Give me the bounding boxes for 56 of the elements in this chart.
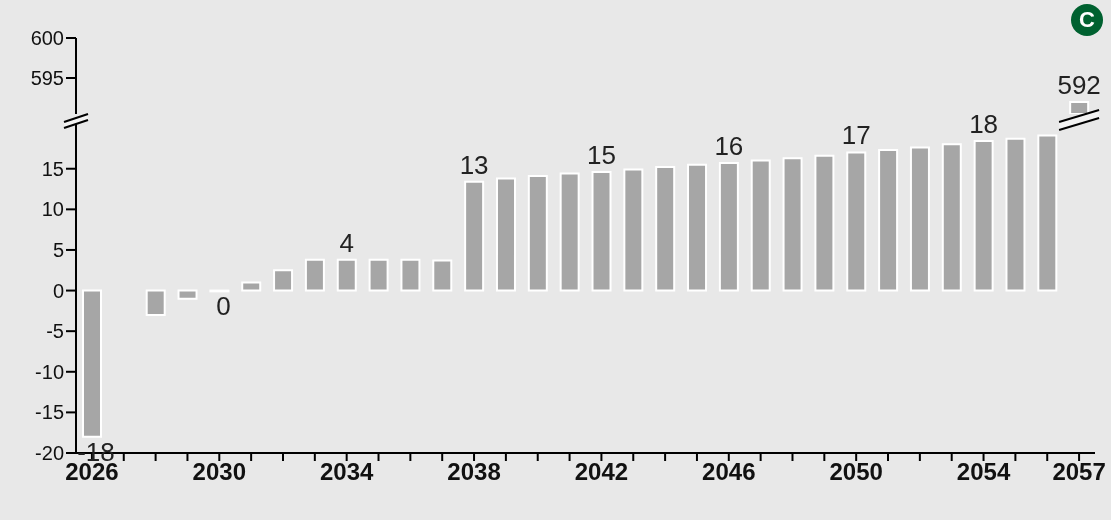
x-tick-label: 2030 (192, 458, 246, 486)
bar (432, 259, 453, 292)
x-tick-label: 2038 (447, 458, 501, 486)
x-tick-label: 2057 (1052, 458, 1106, 486)
y-tick-label: -10 (35, 360, 64, 383)
bar (782, 157, 803, 292)
text: C (1079, 7, 1095, 33)
x-tick-label: 2034 (319, 458, 375, 486)
bar (241, 281, 262, 292)
bar (655, 166, 676, 292)
bar (145, 289, 166, 316)
y-tick-label: 15 (41, 157, 64, 180)
bar (846, 151, 867, 292)
x-tick-label: 2046 (702, 458, 756, 486)
bar (464, 180, 485, 292)
data-label: 17 (841, 120, 871, 151)
bar (909, 146, 930, 292)
bar (559, 172, 580, 292)
bar (941, 143, 962, 292)
bar (973, 140, 994, 292)
bar (368, 258, 389, 292)
data-label: 4 (339, 227, 354, 258)
bar (1037, 134, 1058, 292)
y-tick-label: -15 (35, 401, 64, 424)
bar (591, 170, 612, 292)
data-label: 15 (587, 139, 616, 170)
data-label: 592 (1057, 70, 1101, 100)
data-label: 16 (714, 131, 744, 162)
bar (623, 168, 644, 292)
bar (527, 175, 548, 292)
y-tick-label: -20 (35, 442, 64, 465)
data-label: 0 (216, 291, 231, 322)
y-tick-label: 600 (30, 27, 64, 50)
y-tick-label: 595 (30, 67, 64, 90)
y-tick-label: 5 (52, 239, 64, 262)
bar (750, 159, 771, 292)
bar (1005, 137, 1026, 292)
bar (878, 149, 899, 292)
y-tick-label: 10 (41, 198, 64, 221)
bar (336, 258, 357, 292)
y-tick-label: -5 (46, 320, 64, 343)
bar (718, 162, 739, 292)
bar (304, 258, 325, 292)
data-label: 13 (459, 149, 489, 180)
bar (400, 258, 421, 292)
bar (177, 289, 198, 300)
data-label: 18 (969, 109, 999, 140)
bar (814, 154, 835, 292)
y-tick-label: 0 (52, 279, 64, 302)
x-tick-label: 2050 (829, 458, 883, 486)
bar (273, 269, 294, 292)
bar (82, 289, 103, 438)
x-tick-label: 2054 (956, 458, 1011, 486)
bar (495, 177, 516, 292)
bar (687, 163, 708, 292)
x-tick-label: 2042 (574, 458, 629, 486)
